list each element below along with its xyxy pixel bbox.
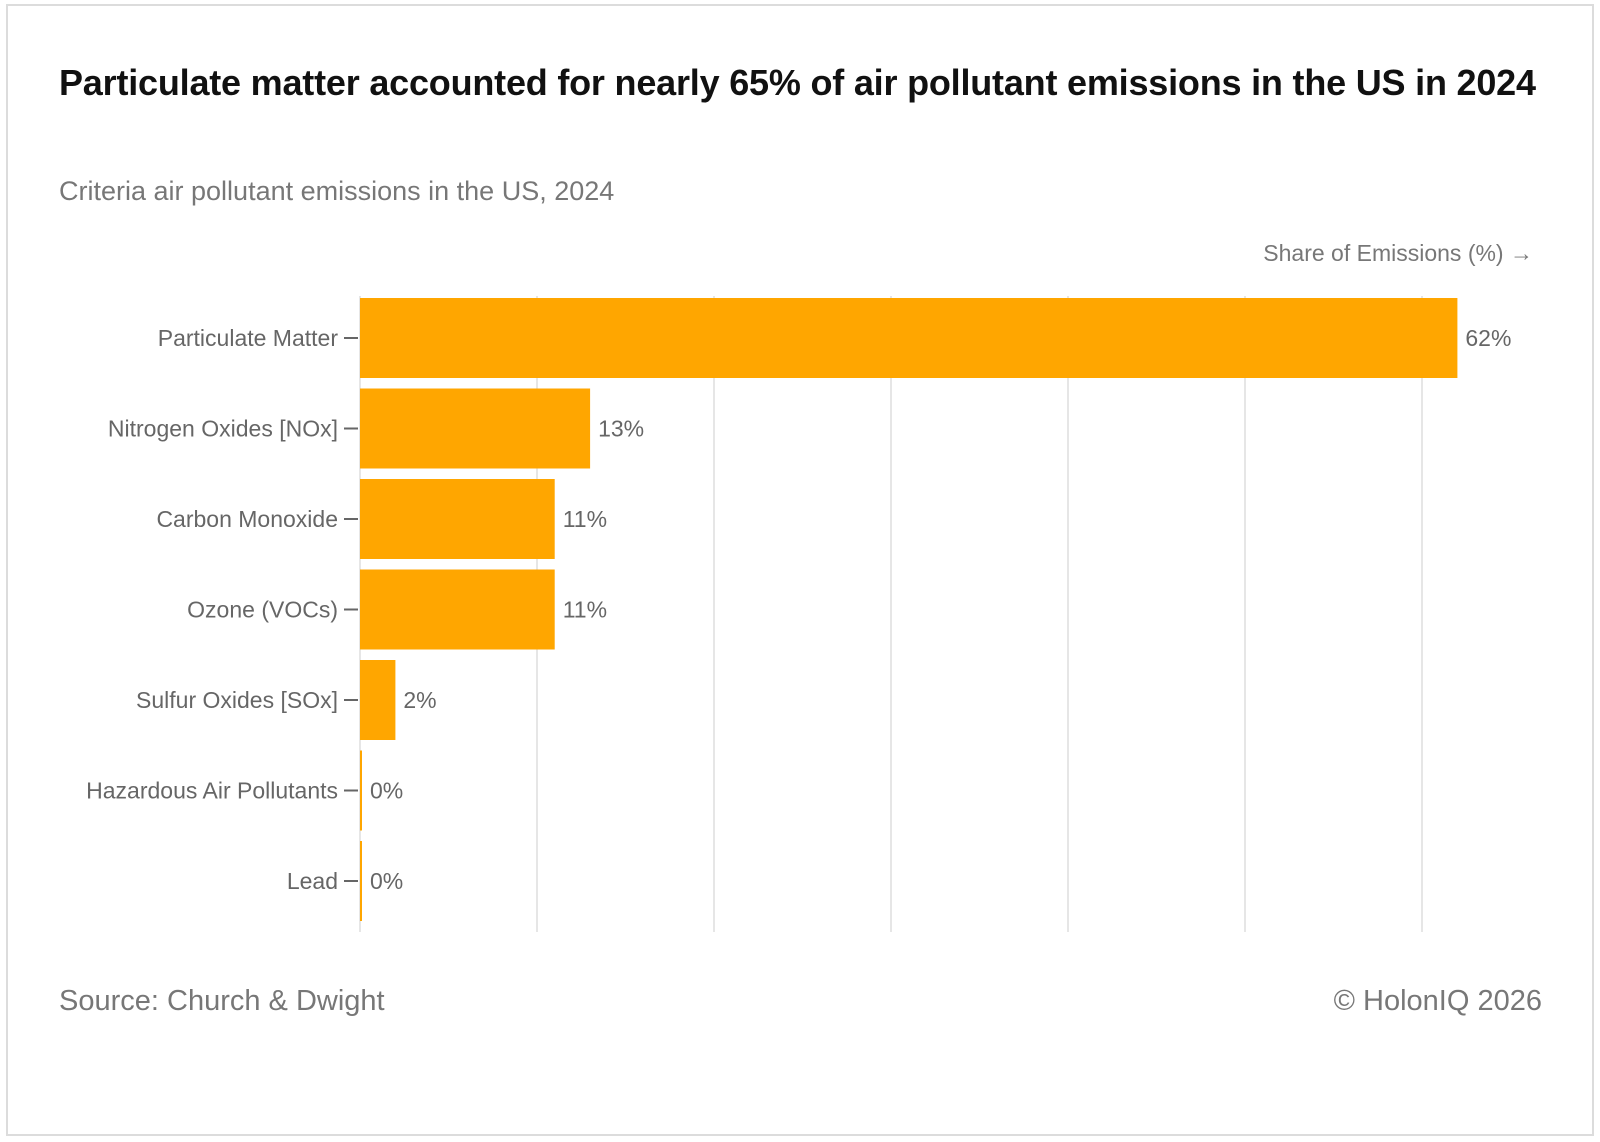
- category-label: Ozone (VOCs): [187, 597, 338, 623]
- bar: [360, 750, 362, 831]
- category-label: Hazardous Air Pollutants: [86, 778, 338, 804]
- category-label: Carbon Monoxide: [156, 506, 338, 532]
- bar: [360, 841, 362, 921]
- chart-title: Particulate matter accounted for nearly …: [59, 62, 1536, 103]
- data-label: 62%: [1465, 325, 1511, 351]
- bar: [360, 569, 555, 650]
- source-note: Source: Church & Dwight: [59, 985, 385, 1017]
- bar: [360, 660, 396, 740]
- category-label: Lead: [287, 868, 338, 894]
- data-label: 2%: [403, 687, 436, 713]
- data-label: 11%: [563, 506, 607, 532]
- category-label: Sulfur Oxides [SOx]: [136, 687, 338, 713]
- data-label: 11%: [563, 597, 607, 623]
- category-label: Nitrogen Oxides [NOx]: [108, 416, 338, 442]
- category-label: Particulate Matter: [158, 325, 339, 351]
- x-axis-label: Share of Emissions (%) →: [1263, 240, 1533, 266]
- data-label: 0%: [370, 868, 403, 894]
- bar: [360, 479, 555, 559]
- bar: [360, 388, 591, 469]
- chart-frame: [6, 4, 1594, 1136]
- data-label: 0%: [370, 778, 403, 804]
- bar: [360, 298, 1458, 378]
- chart-subtitle: Criteria air pollutant emissions in the …: [59, 176, 615, 206]
- copyright-note: © HolonIQ 2026: [1333, 985, 1542, 1017]
- data-label: 13%: [598, 416, 644, 442]
